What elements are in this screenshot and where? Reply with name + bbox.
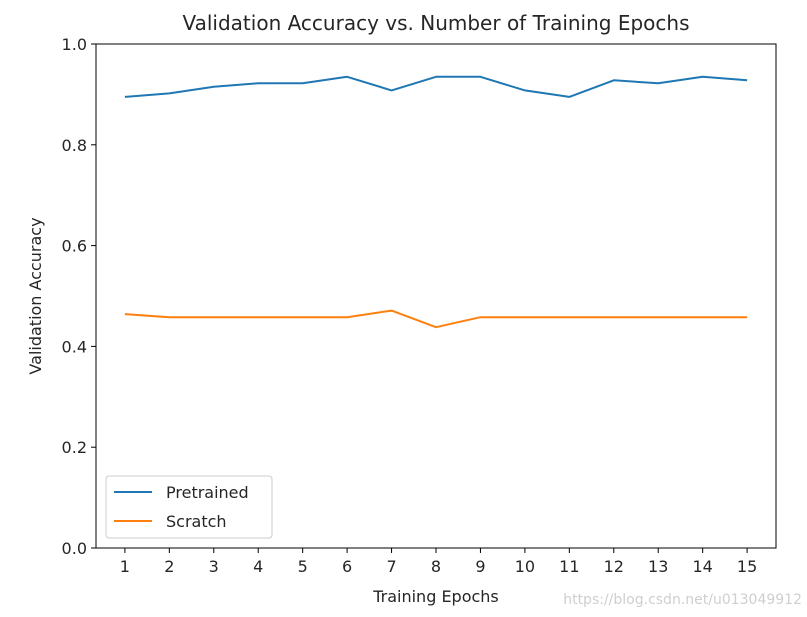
y-tick-label: 0.0 xyxy=(62,539,87,558)
y-tick-label: 0.8 xyxy=(62,136,87,155)
y-tick-label: 0.2 xyxy=(62,438,87,457)
y-tick-label: 1.0 xyxy=(62,35,87,54)
x-tick-label: 5 xyxy=(298,557,308,576)
x-tick-label: 3 xyxy=(209,557,219,576)
x-tick-label: 14 xyxy=(692,557,712,576)
x-tick-label: 10 xyxy=(515,557,535,576)
watermark-text: https://blog.csdn.net/u013049912 xyxy=(563,592,802,608)
x-tick-label: 6 xyxy=(342,557,352,576)
series-line-scratch xyxy=(124,309,748,329)
plot-frame xyxy=(95,43,777,549)
chart-title: Validation Accuracy vs. Number of Traini… xyxy=(182,11,689,35)
x-tick-label: 12 xyxy=(604,557,624,576)
x-tick-label: 15 xyxy=(737,557,757,576)
legend-label-scratch: Scratch xyxy=(166,512,227,531)
x-tick-label: 11 xyxy=(559,557,579,576)
legend-label-pretrained: Pretrained xyxy=(166,483,249,502)
x-tick-label: 4 xyxy=(253,557,263,576)
x-tick-label: 2 xyxy=(164,557,174,576)
x-tick-label: 1 xyxy=(120,557,130,576)
x-tick-label: 7 xyxy=(386,557,396,576)
x-tick-label: 8 xyxy=(431,557,441,576)
y-tick-label: 0.6 xyxy=(62,237,87,256)
x-tick-label: 13 xyxy=(648,557,668,576)
series-line-pretrained xyxy=(124,75,748,98)
series-lines xyxy=(124,75,748,329)
x-axis: 1 2 3 4 5 6 7 8 9 10 11 12 13 14 15 xyxy=(120,548,757,576)
y-axis: 0.0 0.2 0.4 0.6 0.8 1.0 xyxy=(62,35,96,558)
legend: Pretrained Scratch xyxy=(105,475,273,539)
x-tick-label: 9 xyxy=(475,557,485,576)
y-axis-title: Validation Accuracy xyxy=(26,217,45,374)
y-tick-label: 0.4 xyxy=(62,337,87,356)
x-axis-title: Training Epochs xyxy=(372,587,499,606)
